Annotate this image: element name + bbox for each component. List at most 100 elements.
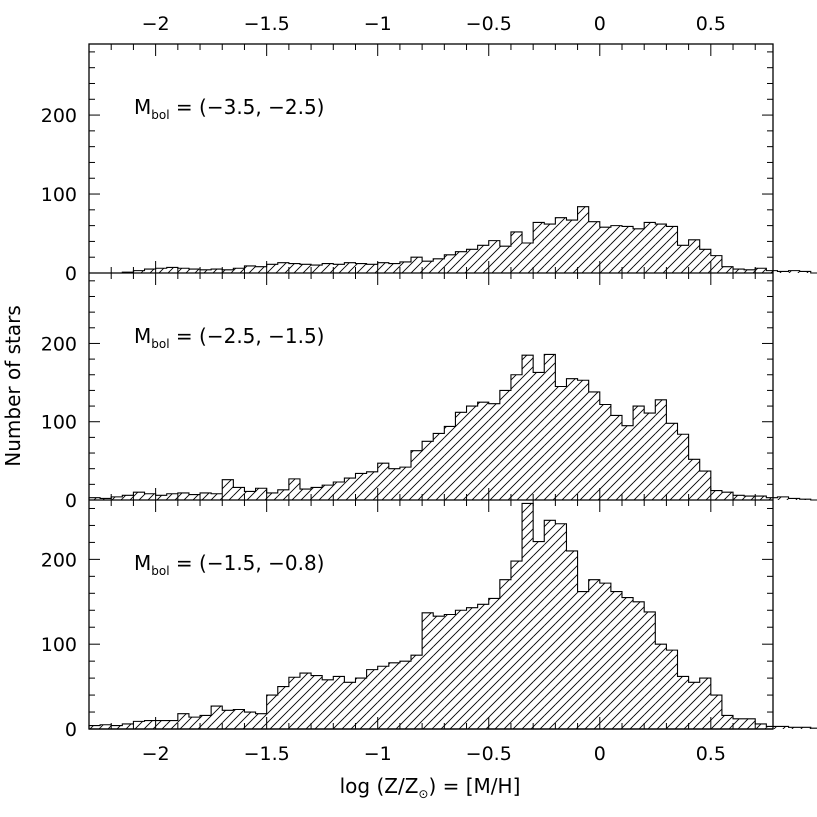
- bar-p1-24: [355, 263, 367, 273]
- ytick-label-p1-1: 100: [41, 184, 77, 206]
- bar-p1-44: [577, 206, 589, 273]
- xtick-label-top-2: −1: [364, 13, 392, 35]
- bar-p2-17: [277, 489, 289, 500]
- bar-p2-8: [177, 492, 189, 500]
- bar-p1-21: [322, 263, 334, 273]
- bar-p3-54: [688, 682, 700, 729]
- bar-p1-13: [233, 268, 245, 273]
- bar-p1-39: [522, 242, 534, 273]
- bar-p3-27: [388, 662, 400, 729]
- bar-p3-63: [788, 727, 800, 729]
- panel-label-range-2: = (−2.5, −1.5): [170, 324, 325, 348]
- panel-label-1: Mbol = (−3.5, −2.5): [134, 95, 324, 122]
- bar-p3-4: [133, 721, 145, 729]
- bar-p1-16: [266, 264, 278, 273]
- panel-label-3: Mbol = (−1.5, −0.8): [134, 551, 324, 578]
- bar-p3-38: [510, 561, 523, 729]
- bar-p2-22: [333, 482, 345, 500]
- bar-p3-12: [222, 710, 234, 729]
- ytick-label-p3-2: 200: [41, 549, 77, 571]
- bar-p3-11: [211, 706, 223, 729]
- bar-p2-2: [111, 496, 123, 500]
- bar-p1-51: [655, 224, 667, 273]
- bar-p1-50: [644, 222, 656, 273]
- bar-p2-9: [188, 494, 201, 500]
- bar-p3-52: [666, 650, 678, 729]
- bar-p2-36: [488, 403, 500, 500]
- bar-p2-1: [100, 498, 112, 500]
- panel-label-2: Mbol = (−2.5, −1.5): [134, 324, 324, 351]
- bar-p3-7: [166, 720, 178, 729]
- ytick-label-p1-2: 200: [41, 105, 77, 127]
- bar-p3-50: [644, 611, 656, 729]
- xtick-label-top-0: −2: [142, 13, 170, 35]
- bar-p3-58: [733, 718, 745, 729]
- bar-p2-51: [655, 399, 667, 500]
- bar-p3-9: [188, 717, 201, 729]
- bar-p2-14: [244, 491, 256, 500]
- bar-p2-26: [377, 463, 389, 500]
- bar-p1-55: [699, 249, 711, 273]
- bar-p3-15: [255, 713, 267, 729]
- panel-label-sub-2: bol: [151, 337, 169, 351]
- bar-p2-61: [766, 497, 778, 500]
- bar-p2-20: [311, 487, 323, 500]
- panel-2: 0 100 200 Mbol = (−2.5, −1.5): [41, 273, 817, 512]
- ytick-label-p3-1: 100: [41, 634, 77, 656]
- bar-p3-40: [533, 541, 545, 729]
- bar-p1-41: [544, 224, 556, 273]
- panel-1: 0 100 200 Mbol = (−3.5, −2.5): [41, 44, 817, 285]
- bar-p3-44: [577, 591, 589, 729]
- bar-p1-30: [422, 261, 434, 273]
- bar-p1-8: [177, 268, 189, 273]
- panel-label-range-1: = (−3.5, −2.5): [170, 95, 325, 119]
- bar-p1-52: [666, 226, 678, 273]
- bar-p1-10: [200, 269, 212, 273]
- bar-p2-49: [633, 406, 645, 500]
- bar-p2-30: [422, 441, 434, 500]
- bar-p3-28: [399, 661, 412, 729]
- bar-p2-57: [721, 492, 734, 500]
- bar-p2-60: [755, 496, 767, 500]
- bar-p2-21: [322, 485, 334, 500]
- bar-p1-57: [721, 266, 734, 273]
- bar-p1-43: [566, 220, 578, 273]
- bar-p3-10: [200, 715, 212, 729]
- bar-p1-49: [633, 228, 645, 273]
- bar-p3-59: [744, 718, 756, 729]
- bar-p3-48: [621, 597, 634, 729]
- bar-p2-41: [544, 354, 556, 500]
- bar-p2-46: [599, 404, 611, 500]
- bar-p2-32: [444, 426, 456, 500]
- bar-p1-17: [277, 262, 289, 273]
- bar-p2-40: [533, 372, 545, 500]
- bar-p2-37: [499, 390, 511, 500]
- bar-p3-18: [288, 677, 300, 729]
- bar-p2-28: [399, 467, 412, 500]
- bar-p1-4: [133, 270, 145, 273]
- bar-p3-60: [755, 723, 767, 729]
- bar-p3-8: [177, 713, 189, 729]
- xtick-label-bottom-5: 0.5: [696, 743, 726, 765]
- bar-p2-55: [699, 471, 711, 500]
- bar-p2-47: [610, 415, 622, 500]
- xtick-label-bottom-1: −1.5: [244, 743, 290, 765]
- bar-p3-3: [122, 723, 134, 729]
- bar-p1-31: [433, 258, 445, 273]
- bar-p3-57: [721, 715, 734, 729]
- bar-p3-43: [566, 550, 578, 729]
- bar-p2-59: [744, 496, 756, 500]
- histogram-outline-1: [89, 206, 817, 274]
- bar-p1-56: [710, 255, 722, 273]
- bar-p1-40: [533, 222, 545, 273]
- bar-p3-35: [477, 604, 489, 729]
- histogram-outline-2: [88, 353, 817, 501]
- bar-p1-20: [311, 265, 323, 273]
- bar-p2-33: [455, 412, 467, 500]
- bar-p3-21: [322, 679, 334, 729]
- bar-p2-44: [577, 380, 589, 500]
- bar-p3-39: [522, 503, 534, 729]
- bar-p2-7: [166, 493, 178, 500]
- bar-p1-7: [166, 267, 178, 273]
